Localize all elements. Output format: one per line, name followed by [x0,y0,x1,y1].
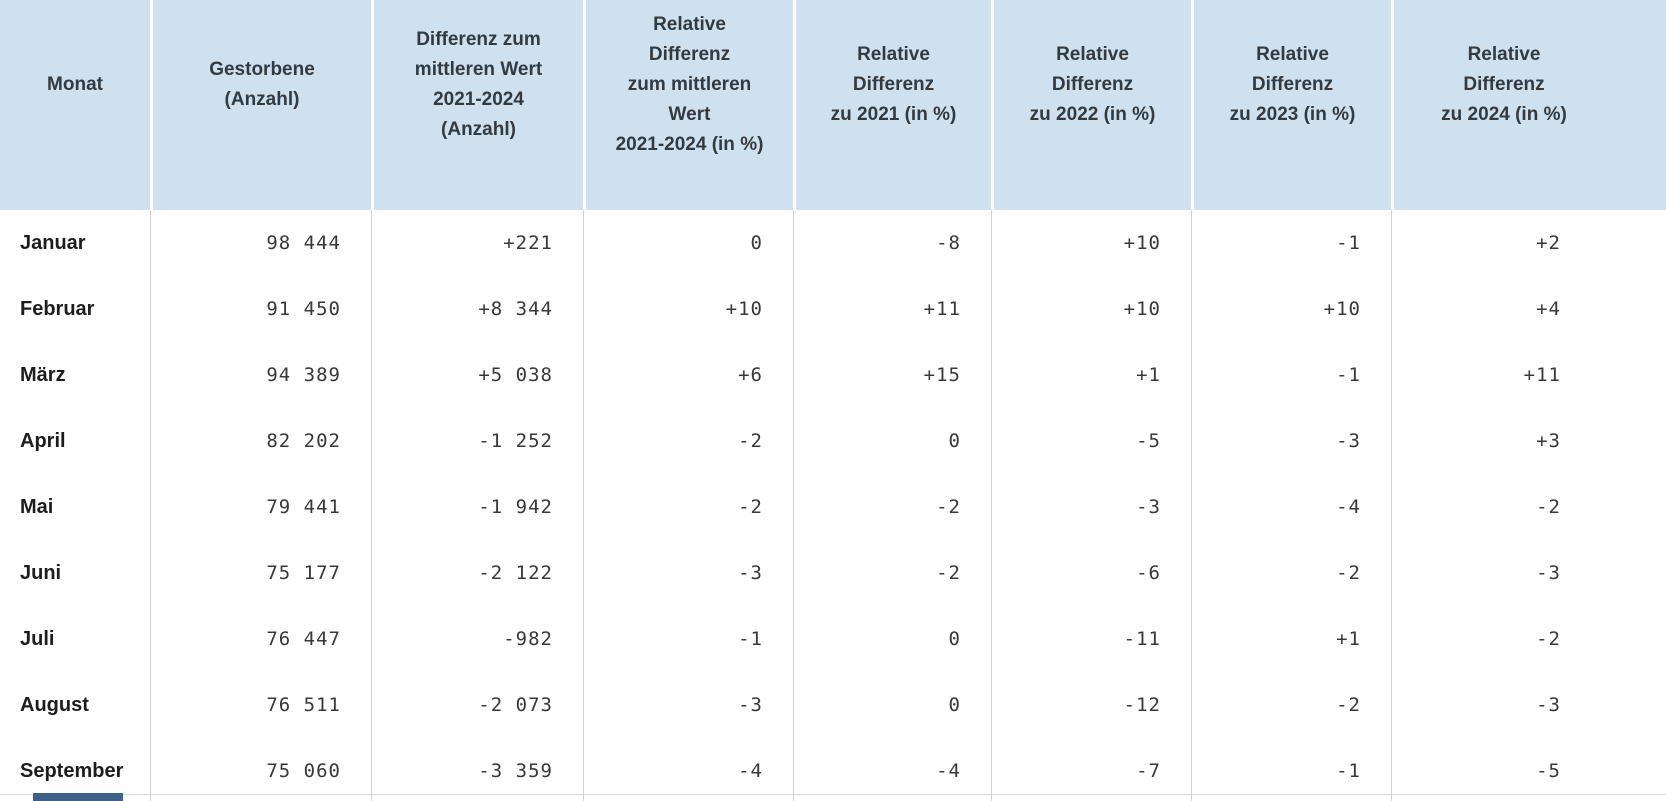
value-cell: -2 122 [371,540,583,606]
value-cell: +2 [1391,210,1666,276]
value-cell: -12 [991,672,1191,738]
column-header-relative-differenz-2023: Relative Differenz zu 2023 (in %) [1191,0,1391,210]
value-cell: +10 [991,210,1191,276]
value-cell: -1 942 [371,474,583,540]
value-cell: +221 [371,210,583,276]
value-cell: 91 450 [150,276,371,342]
table-row: Januar 98 444 +221 0 -8 +10 -1 +2 [0,210,1666,276]
month-cell: April [20,429,66,452]
table-row: Juli 76 447 -982 -1 0 -11 +1 -2 [0,606,1666,672]
value-cell: +4 [1391,276,1666,342]
value-cell: 98 444 [150,210,371,276]
value-cell: -2 [583,474,793,540]
column-header-monat: Monat [0,0,150,210]
value-cell: -8 [793,210,991,276]
table-header-row: Monat Gestorbene (Anzahl) Differenz zum … [0,0,1666,210]
value-cell: 94 389 [150,342,371,408]
value-cell: -2 [793,540,991,606]
value-cell: +1 [1191,606,1391,672]
month-cell: Juli [20,627,55,650]
horizontal-scrollbar-thumb[interactable] [33,793,123,801]
month-cell: Februar [20,297,95,320]
value-cell: -2 073 [371,672,583,738]
value-cell: +11 [793,276,991,342]
value-cell: -1 [1191,738,1391,801]
value-cell: +8 344 [371,276,583,342]
month-cell: Juni [20,561,62,584]
month-cell: September [20,759,124,782]
value-cell: 0 [583,210,793,276]
month-cell: Mai [20,495,54,518]
column-header-relative-differenz-2024: Relative Differenz zu 2024 (in %) [1391,0,1666,210]
column-header-gestorbene: Gestorbene (Anzahl) [150,0,371,210]
value-cell: +10 [991,276,1191,342]
value-cell: -3 [1391,672,1666,738]
month-cell: August [20,693,89,716]
month-cell: Januar [20,231,86,254]
value-cell: +5 038 [371,342,583,408]
value-cell: 82 202 [150,408,371,474]
value-cell: +3 [1391,408,1666,474]
value-cell: -2 [1191,540,1391,606]
table-row: Mai 79 441 -1 942 -2 -2 -3 -4 -2 [0,474,1666,540]
column-header-relative-differenz-mittel: Relative Differenz zum mittleren Wert 20… [583,0,793,210]
value-cell: -1 252 [371,408,583,474]
value-cell: 0 [793,672,991,738]
value-cell: 0 [793,606,991,672]
value-cell: -6 [991,540,1191,606]
table-row: September 75 060 -3 359 -4 -4 -7 -1 -5 [0,738,1666,801]
table-row: August 76 511 -2 073 -3 0 -12 -2 -3 [0,672,1666,738]
column-header-differenz-anzahl: Differenz zum mittleren Wert 2021-2024 (… [371,0,583,210]
month-cell: März [20,363,66,386]
value-cell: -5 [991,408,1191,474]
value-cell: -2 [583,408,793,474]
table-row: April 82 202 -1 252 -2 0 -5 -3 +3 [0,408,1666,474]
value-cell: -3 [583,672,793,738]
value-cell: +11 [1391,342,1666,408]
value-cell: -2 [1191,672,1391,738]
value-cell: -3 [583,540,793,606]
value-cell: -5 [1391,738,1666,801]
column-header-relative-differenz-2021: Relative Differenz zu 2021 (in %) [793,0,991,210]
value-cell: -2 [1391,606,1666,672]
value-cell: -3 359 [371,738,583,801]
value-cell: -1 [583,606,793,672]
value-cell: -3 [991,474,1191,540]
table-row: Juni 75 177 -2 122 -3 -2 -6 -2 -3 [0,540,1666,606]
value-cell: +10 [583,276,793,342]
value-cell: -3 [1391,540,1666,606]
value-cell: -2 [793,474,991,540]
value-cell: -982 [371,606,583,672]
table-bottom-border [0,794,1666,795]
value-cell: -7 [991,738,1191,801]
table-row: Februar 91 450 +8 344 +10 +11 +10 +10 +4 [0,276,1666,342]
value-cell: -1 [1191,210,1391,276]
value-cell: -4 [583,738,793,801]
value-cell: -11 [991,606,1191,672]
value-cell: 76 511 [150,672,371,738]
value-cell: +10 [1191,276,1391,342]
column-header-relative-differenz-2022: Relative Differenz zu 2022 (in %) [991,0,1191,210]
value-cell: -3 [1191,408,1391,474]
value-cell: +15 [793,342,991,408]
value-cell: -4 [793,738,991,801]
value-cell: 75 060 [150,738,371,801]
value-cell: +1 [991,342,1191,408]
table-row: März 94 389 +5 038 +6 +15 +1 -1 +11 [0,342,1666,408]
value-cell: 79 441 [150,474,371,540]
value-cell: -1 [1191,342,1391,408]
value-cell: +6 [583,342,793,408]
value-cell: 0 [793,408,991,474]
value-cell: -2 [1391,474,1666,540]
value-cell: 75 177 [150,540,371,606]
value-cell: 76 447 [150,606,371,672]
value-cell: -4 [1191,474,1391,540]
